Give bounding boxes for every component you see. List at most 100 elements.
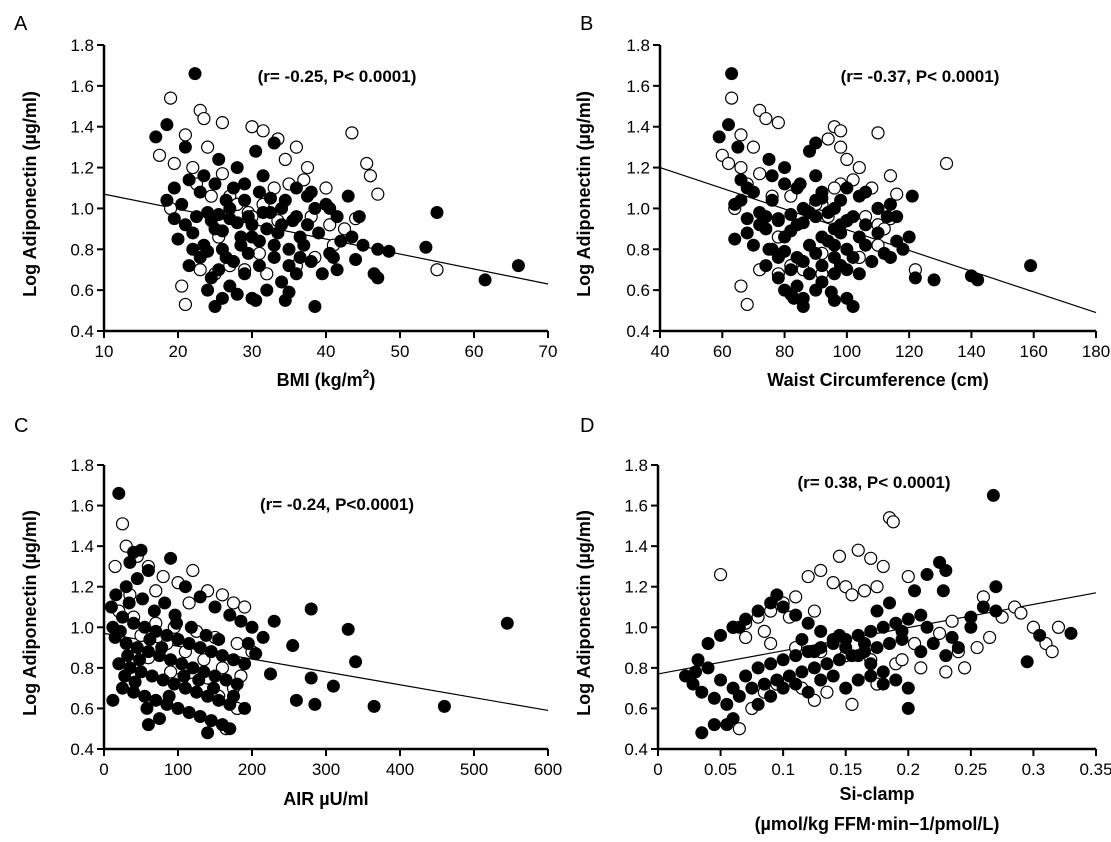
data-point-filled [230, 161, 244, 175]
regression-line [657, 592, 1097, 675]
correlation-annotation: (r= -0.37, P< 0.0001) [841, 67, 1000, 86]
data-point-filled [264, 206, 277, 220]
data-point-hollow [864, 551, 878, 565]
data-point-filled [230, 287, 244, 301]
data-point-filled [939, 649, 953, 663]
x-tick-label: 100 [164, 760, 192, 779]
data-point-filled [304, 255, 318, 269]
data-point-filled [256, 630, 270, 644]
data-point-filled [238, 701, 252, 715]
data-point-filled [437, 699, 451, 713]
x-tick-label: 30 [243, 342, 262, 361]
data-point-hollow [840, 152, 854, 166]
x-tick-label: 300 [312, 760, 340, 779]
y-tick-label: 0.6 [626, 281, 650, 300]
data-point-filled [212, 263, 226, 277]
data-point-filled [123, 555, 137, 569]
data-point-filled [722, 118, 736, 132]
data-point-hollow [820, 685, 834, 699]
data-point-filled [315, 267, 329, 281]
data-point-filled [182, 259, 196, 273]
data-point-filled [714, 673, 728, 687]
data-point-filled [141, 563, 155, 577]
data-point-filled [267, 614, 281, 628]
data-point-filled [341, 189, 355, 203]
data-point-hollow [215, 167, 229, 181]
data-point-filled [278, 193, 292, 207]
y-tick-label: 0.6 [70, 699, 94, 718]
data-point-filled [289, 693, 303, 707]
data-point-filled [227, 689, 240, 703]
data-point-filled [104, 600, 118, 614]
y-axis-title: Log Adiponectin (µg/ml) [20, 510, 40, 716]
data-point-hollow [834, 140, 848, 154]
data-point-hollow [895, 653, 909, 667]
x-tick-label: 0.1 [771, 760, 795, 779]
data-point-hollow [945, 614, 959, 628]
y-tick-label: 1.4 [70, 537, 94, 556]
data-point-filled [308, 299, 322, 313]
data-point-hollow [932, 626, 947, 640]
data-point-filled [158, 596, 172, 610]
data-point-filled [178, 140, 192, 154]
data-point-filled [308, 201, 322, 215]
data-point-filled [275, 218, 289, 232]
data-point-hollow [319, 181, 333, 195]
y-axis-title: Log Adiponectin (µg/ml) [20, 91, 40, 297]
data-point-filled [301, 189, 314, 203]
data-point-filled [740, 212, 754, 226]
data-point-filled [138, 689, 152, 703]
data-point-hollow [734, 128, 748, 142]
data-point-filled [796, 201, 810, 215]
data-point-filled [140, 701, 154, 715]
x-tick-label: 10 [95, 342, 114, 361]
data-point-filled [223, 201, 237, 215]
data-point-filled [282, 242, 296, 256]
data-point-filled [134, 543, 148, 557]
data-point-filled [870, 641, 884, 655]
data-point-filled [182, 173, 196, 187]
data-point-filled [175, 197, 189, 211]
data-point-hollow [901, 569, 915, 584]
data-point-filled [208, 299, 222, 313]
data-point-filled [832, 628, 846, 642]
y-tick-label: 0.8 [626, 240, 650, 259]
correlation-annotation: (r= 0.38, P< 0.0001) [797, 473, 950, 492]
data-point-filled [238, 193, 252, 207]
data-point-filled [167, 181, 181, 195]
data-point-filled [267, 250, 281, 264]
data-point-filled [121, 649, 135, 663]
data-point-filled [707, 718, 721, 732]
data-point-filled [304, 671, 318, 685]
data-point-filled [160, 118, 174, 132]
data-point-filled [876, 620, 890, 634]
data-point-filled [219, 250, 233, 264]
data-point-filled [939, 563, 953, 577]
data-point-hollow [178, 297, 192, 312]
data-point-filled [219, 673, 233, 687]
x-tick-label: 0 [653, 760, 662, 779]
data-point-hollow [256, 124, 270, 138]
data-point-hollow [983, 630, 997, 645]
data-point-filled [901, 681, 915, 695]
data-point-filled [182, 637, 196, 651]
data-point-filled [778, 283, 792, 297]
data-point-filled [193, 185, 207, 199]
y-tick-label: 0.6 [624, 699, 648, 718]
x-tick-label: 0.25 [954, 760, 987, 779]
data-point-filled [834, 218, 848, 232]
data-point-hollow [289, 140, 303, 154]
data-point-hollow [215, 588, 229, 602]
y-axis-title: Log Adiponectin (µg/ml) [574, 91, 594, 297]
data-point-filled [106, 693, 120, 707]
data-point-filled [807, 661, 821, 675]
data-point-filled [784, 263, 798, 277]
data-point-hollow [826, 576, 840, 590]
data-point-hollow [149, 584, 163, 598]
data-point-filled [188, 67, 202, 81]
data-point-hollow [876, 559, 890, 574]
data-point-hollow [746, 140, 761, 154]
data-point-filled [824, 285, 838, 299]
data-point-hollow [851, 543, 865, 557]
data-point-filled [109, 588, 123, 602]
